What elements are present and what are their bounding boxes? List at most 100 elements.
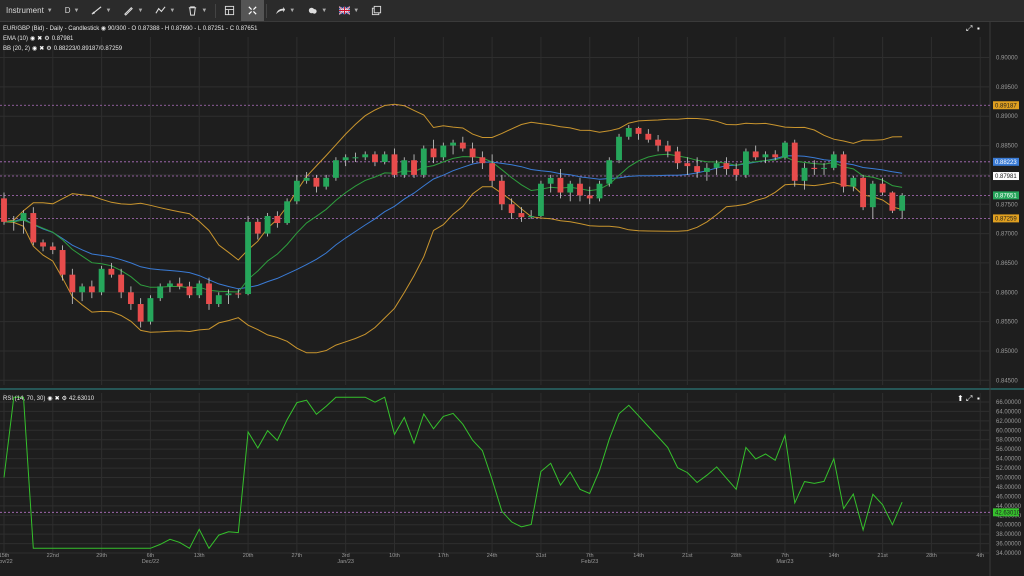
candle-body	[303, 177, 310, 181]
maximize-icon[interactable]: ⤢	[966, 394, 973, 403]
price-tag	[993, 172, 1019, 181]
share-button[interactable]: ▼	[269, 0, 301, 21]
window-button[interactable]	[365, 0, 388, 21]
chevron-down-icon: ▼	[46, 7, 53, 14]
candle-body	[274, 215, 281, 224]
candle-body	[450, 142, 456, 146]
layout-icon	[225, 5, 235, 16]
price-tag	[993, 101, 1019, 110]
timeframe-menu[interactable]: D ▼	[59, 0, 86, 21]
candle-body	[518, 213, 525, 218]
candle-body	[352, 157, 359, 159]
candle-body	[625, 127, 632, 137]
pattern-tool-button[interactable]: ▼	[149, 0, 181, 21]
price-axis: 0.900000.895000.890000.885000.880000.875…	[993, 56, 1022, 557]
gear-icon[interactable]: ⚙	[46, 46, 52, 52]
candle-body	[811, 167, 818, 170]
gear-icon[interactable]: ⚙	[44, 36, 50, 42]
close-icon[interactable]: ✖	[39, 46, 45, 52]
bb-indicator: BB (20, 2) ◉ ✖ ⚙ 0.88223/0.89187/0.87259	[3, 45, 122, 53]
bb-lower-line	[3, 181, 903, 354]
rsi-value: 42.63010	[69, 395, 95, 402]
instrument-menu[interactable]: Instrument ▼	[0, 0, 59, 21]
price-tick-label: 0.85500	[996, 320, 1018, 326]
toolbar-divider	[215, 3, 217, 18]
candle-body	[254, 221, 261, 234]
ema-indicator: EMA (10) ◉ ✖ ⚙ 0.87981	[3, 35, 73, 43]
eye-icon[interactable]: ◉	[32, 46, 38, 52]
eye-icon[interactable]: ◉	[100, 26, 107, 32]
crosshair-button[interactable]	[241, 0, 265, 21]
price-tag	[993, 214, 1019, 223]
candle-body	[508, 204, 515, 214]
rsi-tick-label: 60.00000	[996, 428, 1022, 434]
flag-uk-icon	[339, 6, 351, 15]
rsi-tick-label: 56.00000	[996, 447, 1022, 453]
price-tick-label: 0.88500	[996, 144, 1018, 150]
candle-body	[577, 183, 583, 196]
price-tick-label: 0.89000	[996, 114, 1018, 120]
candle-body	[88, 286, 95, 293]
rsi-tick-label: 48.00000	[996, 485, 1022, 491]
rsi-tick-label: 64.00000	[996, 409, 1022, 415]
candle-body	[147, 298, 154, 322]
candle-body	[489, 163, 496, 181]
rsi-tick-label: 50.00000	[996, 476, 1022, 482]
candle-body	[821, 167, 827, 170]
brush-tool-button[interactable]: ▼	[117, 0, 149, 21]
settings-icon[interactable]: ▪	[977, 24, 980, 33]
price-tick-label: 0.84500	[996, 378, 1018, 384]
price-tick-label: 0.85000	[996, 349, 1018, 355]
grid	[0, 22, 1024, 576]
chevron-down-icon: ▼	[353, 7, 360, 14]
chart-area[interactable]: 0.900000.895000.890000.885000.880000.875…	[0, 22, 1024, 576]
time-tick-label: 24th	[487, 553, 498, 559]
time-tick-sublabel: Mar/23	[776, 559, 793, 565]
candle-body	[479, 157, 486, 164]
close-icon[interactable]: ✖	[37, 36, 43, 42]
candle-body	[703, 167, 710, 172]
time-tick-label: 21st	[877, 553, 888, 559]
rsi-tick-label: 38.00000	[996, 532, 1022, 538]
candle-body	[245, 221, 251, 295]
candle-body	[293, 180, 300, 202]
rsi-series	[0, 396, 990, 550]
chevron-down-icon: ▼	[169, 7, 176, 14]
candle-body	[830, 154, 837, 168]
rsi-tick-label: 52.00000	[996, 466, 1022, 472]
candle-body	[332, 160, 339, 178]
candle-body	[635, 127, 642, 134]
eye-icon[interactable]: ◉	[30, 36, 36, 42]
eye-icon[interactable]: ◉	[47, 396, 53, 402]
layout-button[interactable]	[218, 0, 241, 21]
candle-body	[59, 250, 66, 275]
settings-icon[interactable]: ▪	[977, 394, 980, 403]
price-tag-label: 0.89187	[995, 103, 1017, 109]
line-tool-icon	[92, 6, 102, 15]
candle-body	[860, 177, 867, 208]
line-tool-button[interactable]: ▼	[85, 0, 117, 21]
candle-body	[362, 154, 369, 158]
move-up-icon[interactable]: ⬆	[957, 394, 964, 403]
gear-icon[interactable]: ⚙	[61, 396, 68, 402]
candle-body	[743, 151, 749, 175]
delete-button[interactable]: ▼	[181, 0, 213, 21]
price-tag-label: 0.87259	[995, 216, 1017, 222]
candle-body	[411, 160, 417, 175]
language-button[interactable]: ▼	[333, 0, 365, 21]
chevron-down-icon: ▼	[137, 7, 144, 14]
weather-button[interactable]: ▼	[301, 0, 333, 21]
candle-body	[547, 177, 554, 184]
candle-body	[372, 154, 378, 162]
candle-body	[206, 283, 212, 305]
price-tick-label: 0.86000	[996, 290, 1018, 296]
maximize-icon[interactable]: ⤢	[966, 24, 973, 33]
candle-body	[381, 154, 388, 162]
close-icon[interactable]: ✖	[54, 396, 60, 402]
candle-body	[586, 195, 593, 199]
brush-icon	[124, 7, 134, 16]
price-tick-label: 0.87000	[996, 232, 1018, 238]
candle-body	[196, 283, 203, 296]
rsi-label: RSI (14, 70, 30)	[3, 395, 46, 402]
toolbar-divider	[266, 3, 268, 18]
